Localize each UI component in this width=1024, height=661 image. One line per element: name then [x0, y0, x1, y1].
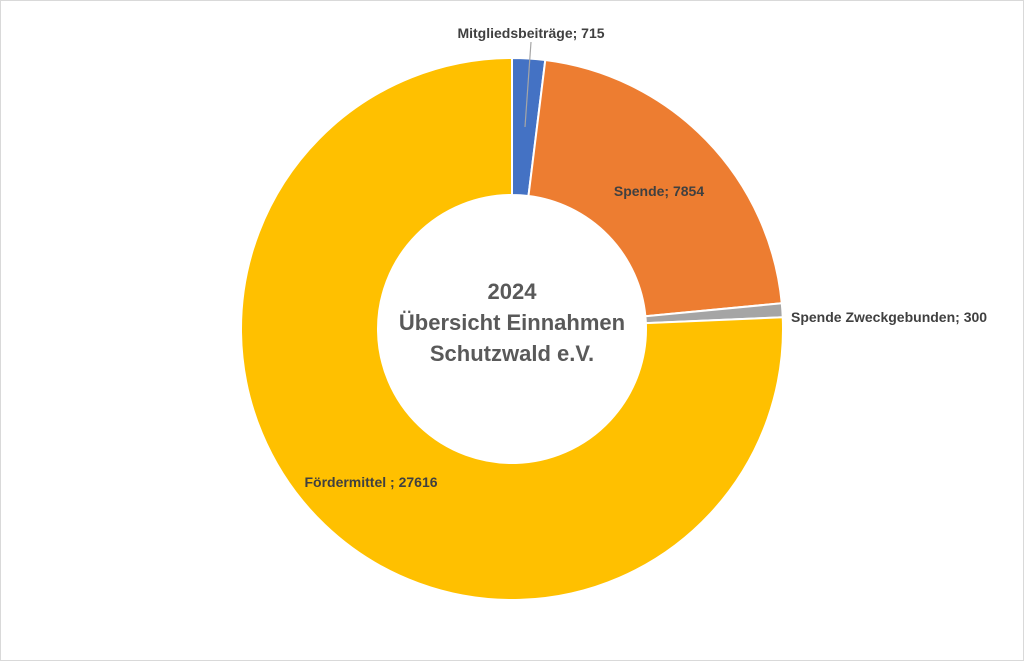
chart-title: 2024 Übersicht Einnahmen Schutzwald e.V.	[399, 279, 625, 366]
donut-slices	[239, 56, 784, 601]
data-label-spende: Spende; 7854	[614, 183, 704, 199]
chart-title-line-2: Übersicht Einnahmen	[399, 310, 625, 335]
chart-title-line-3: Schutzwald e.V.	[430, 341, 594, 366]
slice-spende	[527, 58, 783, 318]
data-label-mitgliedsbeitraege: Mitgliedsbeiträge; 715	[457, 25, 604, 41]
data-label-spende-zweckgebunden: Spende Zweckgebunden; 300	[791, 309, 987, 325]
leader-line-mitgliedsbeitraege	[524, 41, 532, 128]
slice-foerdermittel	[239, 56, 784, 601]
data-label-foerdermittel: Fördermittel ; 27616	[304, 474, 437, 490]
chart-title-line-1: 2024	[488, 279, 538, 304]
